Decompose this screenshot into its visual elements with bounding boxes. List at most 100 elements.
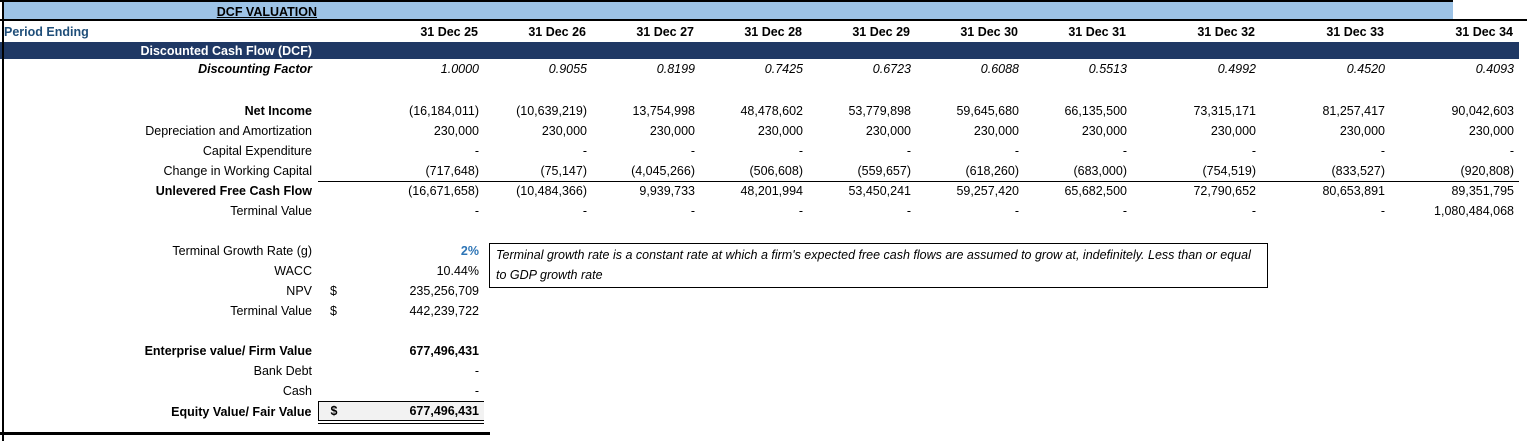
value-cell-9[interactable]: -	[1509, 144, 1514, 158]
summary-value-cell[interactable]: -	[318, 361, 484, 381]
value-cell-4[interactable]: -	[906, 204, 911, 218]
date-header-cell-7[interactable]: 31 Dec 32	[1197, 24, 1255, 39]
date-header-cell-4[interactable]: 31 Dec 29	[852, 24, 910, 39]
value-cell-1[interactable]: (10,639,219)	[516, 104, 587, 118]
value-cell-6[interactable]: 0.5513	[1088, 62, 1127, 76]
date-header-cell-8[interactable]: 31 Dec 33	[1326, 24, 1384, 39]
date-header-cell-2[interactable]: 31 Dec 27	[636, 24, 694, 39]
value-cell-6[interactable]: (683,000)	[1024, 161, 1132, 182]
value-cell-8[interactable]: -	[1380, 204, 1385, 218]
section-header-fill[interactable]	[318, 42, 1519, 59]
value-cell-9[interactable]: 0.4093	[1475, 62, 1514, 76]
value-cell-3[interactable]: 48,478,602	[740, 104, 803, 118]
value-cell-9[interactable]: (920,808)	[1390, 161, 1519, 182]
value-cell-1[interactable]: (10,484,366)	[516, 184, 587, 199]
value-cell-2[interactable]: (4,045,266)	[592, 161, 700, 182]
value-cell-2[interactable]: -	[690, 204, 695, 218]
value-cell-5[interactable]: -	[1014, 204, 1019, 218]
value-cell-6[interactable]: -	[1122, 144, 1127, 158]
value-cell-3[interactable]: -	[798, 204, 803, 218]
empty-cell[interactable]	[484, 361, 1519, 381]
value-cell-3[interactable]: 48,201,994	[740, 184, 803, 199]
row-label[interactable]: Terminal Value	[230, 204, 312, 218]
value-cell-6[interactable]: 66,135,500	[1064, 104, 1127, 118]
value-cell-4[interactable]: 230,000	[865, 124, 911, 138]
value-cell-8[interactable]: -	[1380, 144, 1385, 158]
value-cell-5[interactable]: 59,257,420	[956, 184, 1019, 199]
value-cell-0[interactable]: -	[474, 144, 479, 158]
value-cell-7[interactable]: 73,315,171	[1193, 104, 1256, 118]
value-cell-0[interactable]: 230,000	[433, 124, 479, 138]
date-header-cell-3[interactable]: 31 Dec 28	[744, 24, 802, 39]
value-cell-8[interactable]: 0.4520	[1346, 62, 1385, 76]
value-cell-7[interactable]: (754,519)	[1132, 161, 1261, 182]
empty-cell[interactable]	[484, 381, 1519, 401]
value-cell-5[interactable]: 0.6088	[980, 62, 1019, 76]
value-cell-9[interactable]: 230,000	[1468, 124, 1514, 138]
value-cell-6[interactable]: -	[1122, 204, 1127, 218]
value-cell-8[interactable]: 230,000	[1339, 124, 1385, 138]
value-cell-3[interactable]: -	[798, 144, 803, 158]
summary-label[interactable]: Terminal Growth Rate (g)	[172, 244, 312, 258]
dcf-valuation-title-cell[interactable]: DCF VALUATION	[143, 2, 319, 21]
value-cell-2[interactable]: 9,939,733	[639, 184, 695, 199]
value-cell-5[interactable]: (618,260)	[916, 161, 1024, 182]
value-cell-8[interactable]: (833,527)	[1261, 161, 1390, 182]
value-cell-0[interactable]: (16,184,011)	[409, 104, 479, 118]
summary-label[interactable]: WACC	[274, 264, 312, 278]
value-cell-5[interactable]: 59,645,680	[956, 104, 1019, 118]
value-cell-3[interactable]: (506,608)	[700, 161, 808, 182]
value-cell-4[interactable]: -	[906, 144, 911, 158]
row-label[interactable]: Unlevered Free Cash Flow	[155, 184, 312, 198]
value-cell-7[interactable]: 230,000	[1210, 124, 1256, 138]
summary-label[interactable]: Terminal Value	[230, 304, 312, 318]
value-cell-0[interactable]: -	[474, 204, 479, 218]
date-header-cell-5[interactable]: 31 Dec 30	[960, 24, 1018, 39]
value-cell-3[interactable]: 230,000	[757, 124, 803, 138]
value-cell-7[interactable]: -	[1251, 204, 1256, 218]
date-header-cell-0[interactable]: 31 Dec 25	[420, 24, 478, 39]
summary-value-cell[interactable]: 2%	[318, 241, 484, 261]
value-cell-0[interactable]: (717,648)	[318, 161, 484, 182]
value-cell-8[interactable]: 81,257,417	[1322, 104, 1385, 118]
value-cell-6[interactable]: 230,000	[1081, 124, 1127, 138]
empty-cell[interactable]	[484, 301, 1519, 321]
empty-cell[interactable]	[484, 341, 1519, 361]
row-label[interactable]: Net Income	[244, 104, 312, 118]
value-cell-7[interactable]: 0.4992	[1217, 62, 1256, 76]
summary-value-cell[interactable]: $677,496,431	[317, 400, 484, 424]
value-cell-9[interactable]: 1,080,484,068	[1434, 204, 1514, 218]
value-cell-3[interactable]: 0.7425	[764, 62, 803, 76]
value-cell-6[interactable]: 65,682,500	[1064, 184, 1127, 199]
value-cell-5[interactable]: -	[1014, 144, 1019, 158]
value-cell-7[interactable]: -	[1251, 144, 1256, 158]
row-label[interactable]: Change in Working Capital	[163, 164, 312, 178]
period-ending-label[interactable]: Period Ending	[4, 24, 89, 39]
row-label[interactable]: Capital Expenditure	[202, 144, 312, 158]
value-cell-5[interactable]: 230,000	[973, 124, 1019, 138]
summary-label[interactable]: Cash	[282, 384, 312, 398]
value-cell-2[interactable]: 0.8199	[656, 62, 695, 76]
summary-label[interactable]: NPV	[286, 284, 312, 298]
summary-value-cell[interactable]: 677,496,431	[318, 341, 484, 361]
date-header-cell-6[interactable]: 31 Dec 31	[1068, 24, 1126, 39]
value-cell-2[interactable]: 230,000	[649, 124, 695, 138]
value-cell-1[interactable]: -	[582, 144, 587, 158]
value-cell-2[interactable]: -	[690, 144, 695, 158]
terminal-growth-note-box[interactable]: Terminal growth rate is a constant rate …	[489, 243, 1268, 288]
value-cell-7[interactable]: 72,790,652	[1193, 184, 1256, 199]
empty-cell[interactable]	[484, 401, 1519, 422]
summary-label[interactable]: Bank Debt	[253, 364, 312, 378]
value-cell-1[interactable]: (75,147)	[484, 161, 592, 182]
value-cell-1[interactable]: -	[582, 204, 587, 218]
value-cell-4[interactable]: 53,779,898	[848, 104, 911, 118]
value-cell-4[interactable]: 0.6723	[872, 62, 911, 76]
value-cell-8[interactable]: 80,653,891	[1322, 184, 1385, 199]
value-cell-0[interactable]: 1.0000	[440, 62, 479, 76]
value-cell-1[interactable]: 230,000	[541, 124, 587, 138]
summary-label[interactable]: Enterprise value/ Firm Value	[144, 344, 312, 358]
summary-value-cell[interactable]: -	[318, 381, 484, 401]
value-cell-9[interactable]: 89,351,795	[1451, 184, 1514, 199]
value-cell-4[interactable]: (559,657)	[808, 161, 916, 182]
row-label[interactable]: Discounting Factor	[198, 62, 312, 76]
